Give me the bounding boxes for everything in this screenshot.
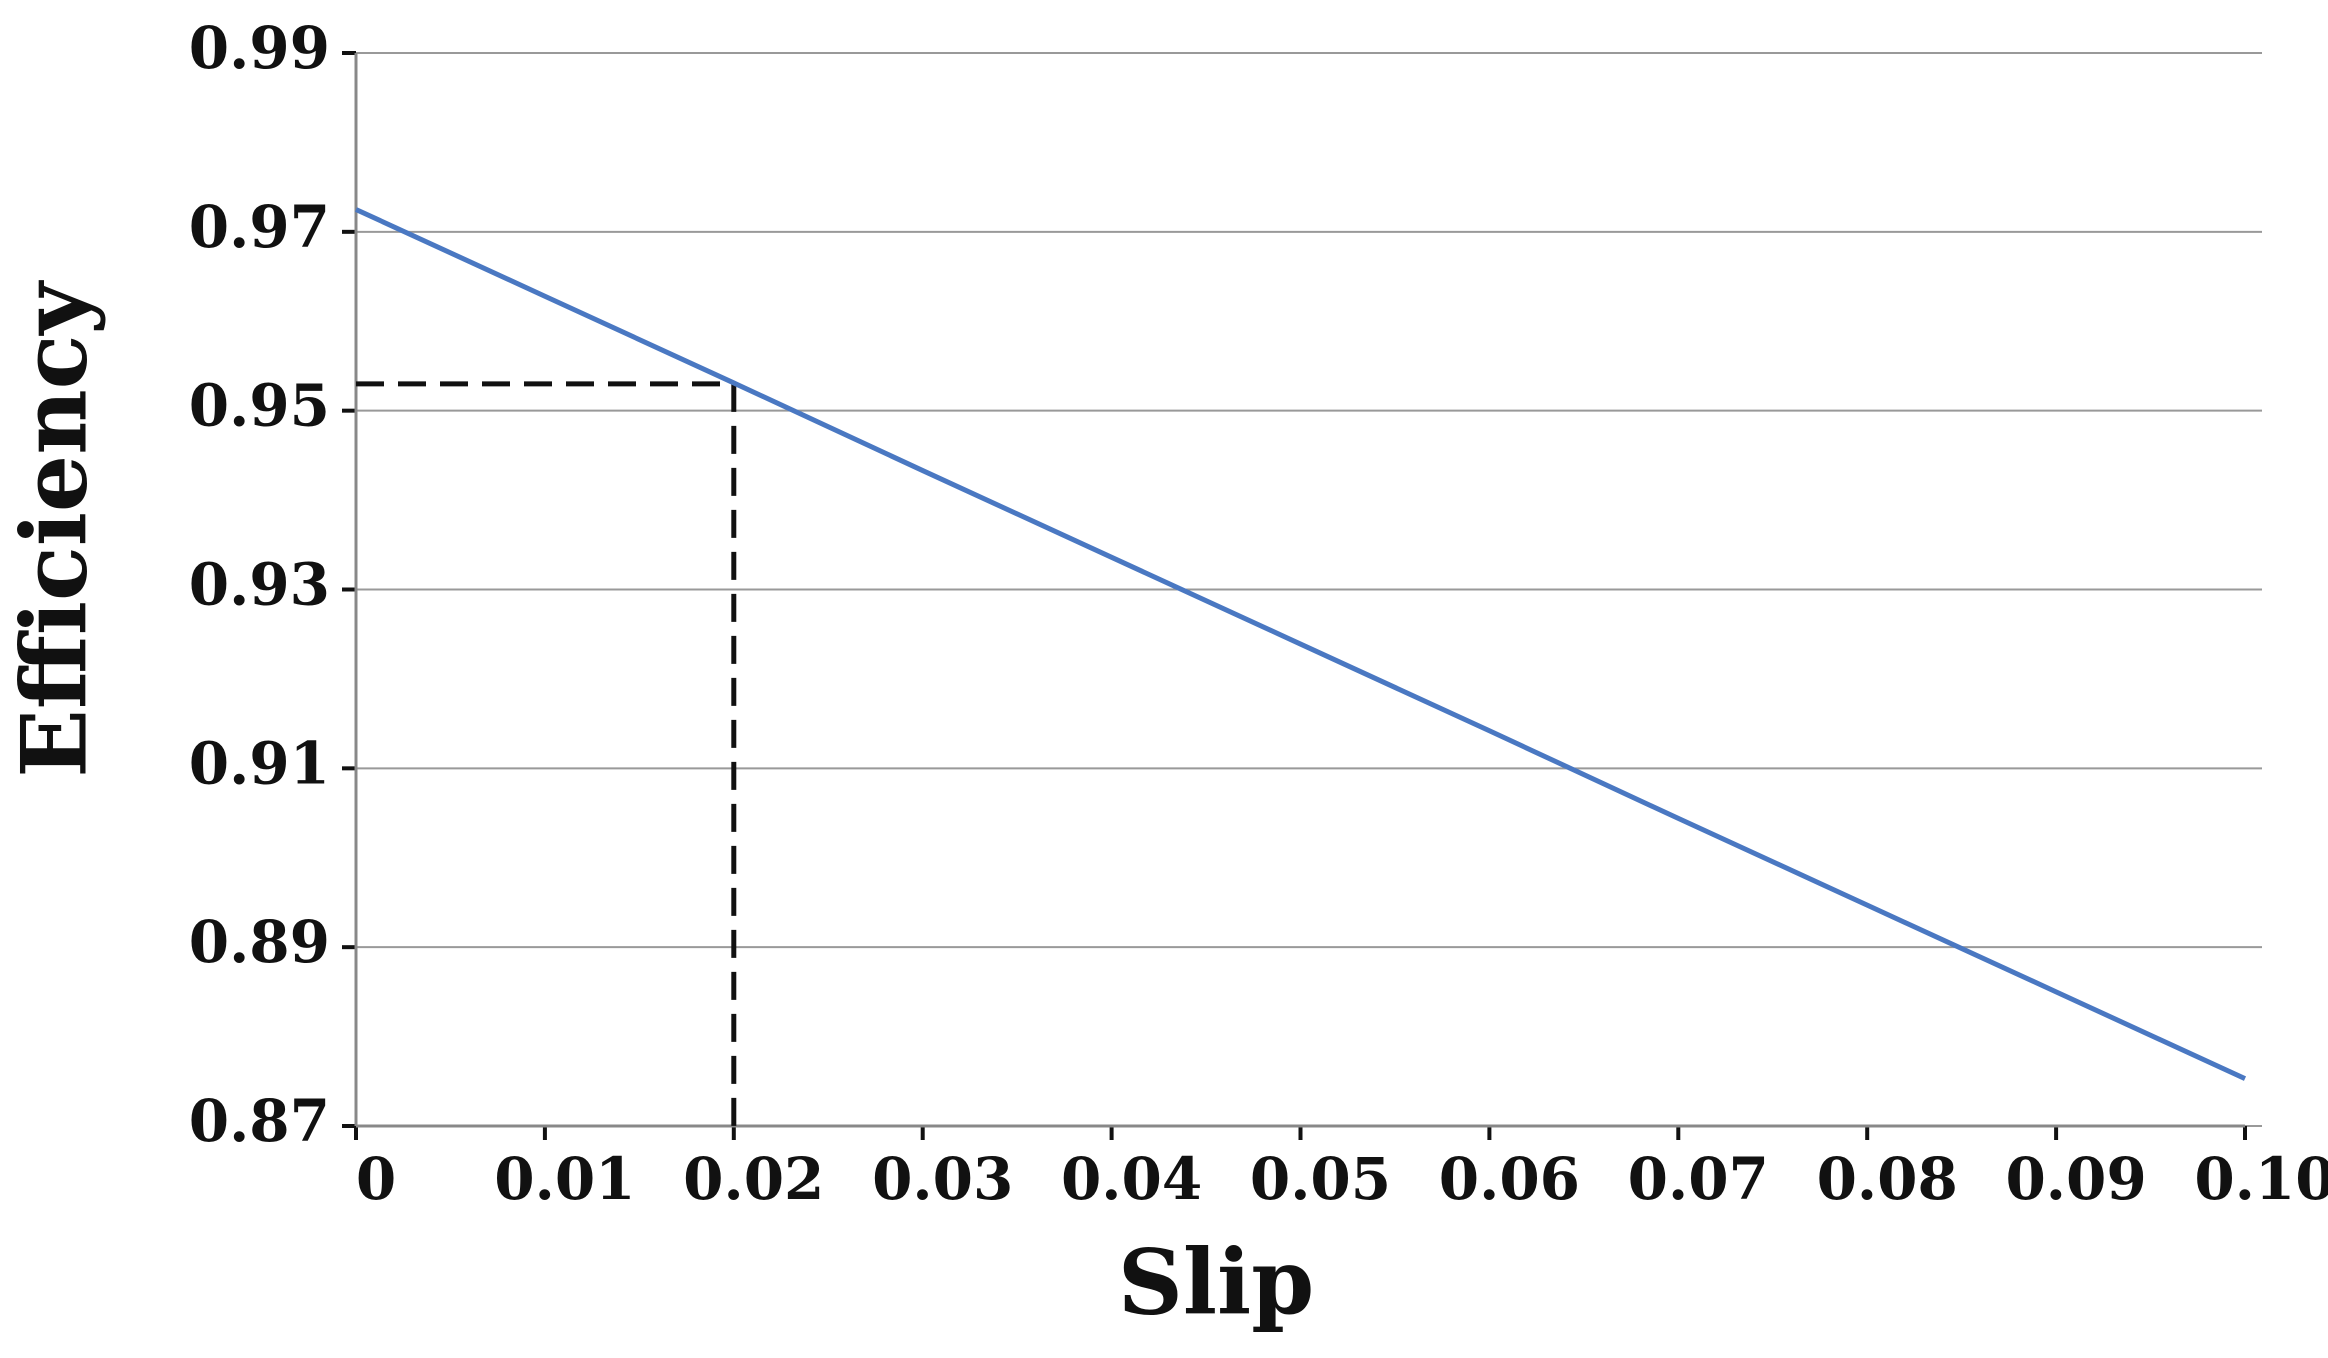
y-tick-label: 0.97 xyxy=(189,193,330,261)
x-axis-title: Slip xyxy=(1118,1230,1314,1336)
data-line xyxy=(354,207,2247,1081)
y-tick-label: 0.87 xyxy=(189,1087,330,1155)
x-tick-label: 0.08 xyxy=(1817,1145,1958,1213)
x-tick-label: 0 xyxy=(356,1145,396,1213)
y-tick-label: 0.91 xyxy=(189,729,330,797)
x-tick-label: 0.10 xyxy=(2194,1145,2328,1213)
y-tick-label: 0.99 xyxy=(189,14,330,82)
x-tick-label: 0.02 xyxy=(683,1145,824,1213)
x-tick-label: 0.01 xyxy=(494,1145,635,1213)
x-tick-label: 0.07 xyxy=(1628,1145,1769,1213)
y-axis-title: Efficiency xyxy=(2,280,108,778)
x-tick-label: 0.05 xyxy=(1250,1145,1391,1213)
x-tick-label: 0.04 xyxy=(1061,1145,1202,1213)
x-tick-label: 0.06 xyxy=(1439,1145,1580,1213)
y-tick-label: 0.89 xyxy=(189,908,330,976)
x-tick-label: 0.03 xyxy=(872,1145,1013,1213)
x-tick-label: 0.09 xyxy=(2005,1145,2146,1213)
y-tick-label: 0.95 xyxy=(189,372,330,440)
y-tick-label: 0.93 xyxy=(189,551,330,619)
